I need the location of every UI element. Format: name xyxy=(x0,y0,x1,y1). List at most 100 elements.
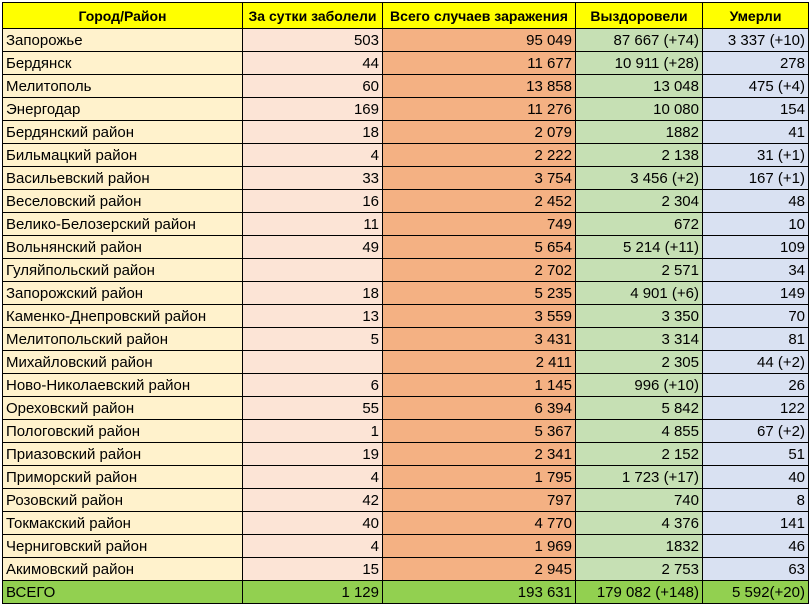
city-cell: Запорожский район xyxy=(2,281,243,305)
city-cell: Бердянский район xyxy=(2,120,243,144)
table-row: Приазовский район 19 2 341 2 152 51 xyxy=(2,442,809,466)
total-cell: 6 394 xyxy=(382,396,576,420)
recovered-cell: 2 152 xyxy=(575,442,703,466)
died-cell: 109 xyxy=(702,235,809,259)
city-cell: Приморский район xyxy=(2,465,243,489)
daily-cell: 6 xyxy=(242,373,383,397)
city-cell: Энергодар xyxy=(2,97,243,121)
recovered-cell: 5 842 xyxy=(575,396,703,420)
daily-cell: 15 xyxy=(242,557,383,581)
recovered-cell: 3 350 xyxy=(575,304,703,328)
city-cell: Веселовский район xyxy=(2,189,243,213)
total-cell: 3 431 xyxy=(382,327,576,351)
total-cell: 11 276 xyxy=(382,97,576,121)
total-cell: 1 145 xyxy=(382,373,576,397)
daily-cell: 16 xyxy=(242,189,383,213)
daily-cell: 4 xyxy=(242,143,383,167)
recovered-cell: 4 376 xyxy=(575,511,703,535)
recovered-cell: 672 xyxy=(575,212,703,236)
table-row: Запорожский район 18 5 235 4 901 (+6) 149 xyxy=(2,281,809,305)
died-cell: 81 xyxy=(702,327,809,351)
recovered-cell: 1 723 (+17) xyxy=(575,465,703,489)
total-cell: 5 235 xyxy=(382,281,576,305)
table-row: Ново-Николаевский район 6 1 145 996 (+10) 26 xyxy=(2,373,809,397)
table-row: Токмакский район 40 4 770 4 376 141 xyxy=(2,511,809,535)
table-row: Запорожье 503 95 049 87 667 (+74) 3 337 (+10… xyxy=(2,28,809,52)
total-cell: 1 969 xyxy=(382,534,576,558)
recovered-cell: 3 314 xyxy=(575,327,703,351)
daily-cell: 11 xyxy=(242,212,383,236)
died-cell: 63 xyxy=(702,557,809,581)
header-died: Умерли xyxy=(702,2,809,29)
total-cell: 2 945 xyxy=(382,557,576,581)
total-cell: 2 341 xyxy=(382,442,576,466)
recovered-cell: 87 667 (+74) xyxy=(575,28,703,52)
table-row: Мелитополь 60 13 858 13 048 475 (+4) xyxy=(2,74,809,98)
total-cell: 2 222 xyxy=(382,143,576,167)
daily-cell: 5 xyxy=(242,327,383,351)
city-cell: Пологовский район xyxy=(2,419,243,443)
city-cell: Акимовский район xyxy=(2,557,243,581)
total-cell: 749 xyxy=(382,212,576,236)
city-cell: Бильмацкий район xyxy=(2,143,243,167)
total-cell: 3 559 xyxy=(382,304,576,328)
total-row: ВСЕГО 1 129 193 631 179 082 (+148) 5 592(+20… xyxy=(2,580,809,604)
total-died-cell: 5 592(+20) xyxy=(702,580,809,604)
died-cell: 278 xyxy=(702,51,809,75)
table-row: Велико-Белозерский район 11 749 672 10 xyxy=(2,212,809,236)
died-cell: 8 xyxy=(702,488,809,512)
recovered-cell: 13 048 xyxy=(575,74,703,98)
table-row: Михайловский район 2 411 2 305 44 (+2) xyxy=(2,350,809,374)
recovered-cell: 4 855 xyxy=(575,419,703,443)
table-row: Акимовский район 15 2 945 2 753 63 xyxy=(2,557,809,581)
daily-cell: 19 xyxy=(242,442,383,466)
recovered-cell: 1832 xyxy=(575,534,703,558)
recovered-cell: 2 571 xyxy=(575,258,703,282)
table-row: Черниговский район 4 1 969 1832 46 xyxy=(2,534,809,558)
city-cell: Каменко-Днепровский район xyxy=(2,304,243,328)
city-cell: Приазовский район xyxy=(2,442,243,466)
table-row: Мелитопольский район 5 3 431 3 314 81 xyxy=(2,327,809,351)
died-cell: 122 xyxy=(702,396,809,420)
total-recovered-cell: 179 082 (+148) xyxy=(575,580,703,604)
died-cell: 51 xyxy=(702,442,809,466)
died-cell: 40 xyxy=(702,465,809,489)
died-cell: 167 (+1) xyxy=(702,166,809,190)
recovered-cell: 2 138 xyxy=(575,143,703,167)
died-cell: 67 (+2) xyxy=(702,419,809,443)
daily-cell: 503 xyxy=(242,28,383,52)
total-daily-cell: 1 129 xyxy=(242,580,383,604)
total-cell: 4 770 xyxy=(382,511,576,535)
city-cell: Ореховский район xyxy=(2,396,243,420)
daily-cell xyxy=(242,258,383,282)
recovered-cell: 4 901 (+6) xyxy=(575,281,703,305)
died-cell: 44 (+2) xyxy=(702,350,809,374)
daily-cell: 13 xyxy=(242,304,383,328)
daily-cell: 60 xyxy=(242,74,383,98)
died-cell: 10 xyxy=(702,212,809,236)
daily-cell: 42 xyxy=(242,488,383,512)
daily-cell: 18 xyxy=(242,281,383,305)
daily-cell: 44 xyxy=(242,51,383,75)
recovered-cell: 740 xyxy=(575,488,703,512)
total-city-cell: ВСЕГО xyxy=(2,580,243,604)
city-cell: Черниговский район xyxy=(2,534,243,558)
recovered-cell: 10 911 (+28) xyxy=(575,51,703,75)
city-cell: Велико-Белозерский район xyxy=(2,212,243,236)
city-cell: Васильевский район xyxy=(2,166,243,190)
header-total: Всего случаев заражения xyxy=(382,2,576,29)
table-row: Гуляйпольский район 2 702 2 571 34 xyxy=(2,258,809,282)
daily-cell: 49 xyxy=(242,235,383,259)
died-cell: 475 (+4) xyxy=(702,74,809,98)
city-cell: Запорожье xyxy=(2,28,243,52)
city-cell: Розовский район xyxy=(2,488,243,512)
header-daily: За сутки заболели xyxy=(242,2,383,29)
total-cell: 797 xyxy=(382,488,576,512)
header-city: Город/Район xyxy=(2,2,243,29)
city-cell: Гуляйпольский район xyxy=(2,258,243,282)
daily-cell: 18 xyxy=(242,120,383,144)
total-cell: 5 367 xyxy=(382,419,576,443)
died-cell: 149 xyxy=(702,281,809,305)
recovered-cell: 2 753 xyxy=(575,557,703,581)
